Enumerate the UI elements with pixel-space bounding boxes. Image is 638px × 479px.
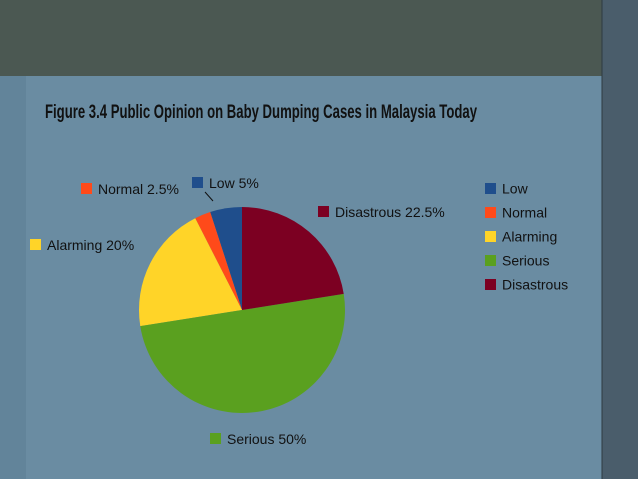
chart-title: Figure 3.4 Public Opinion on Baby Dumpin…: [45, 102, 477, 123]
legend-swatch: [485, 255, 496, 266]
data-label-category: Serious: [227, 431, 274, 447]
data-label: Serious 50%: [227, 431, 306, 447]
pie-slice: [210, 207, 242, 310]
pie-slice: [138, 218, 242, 327]
legend-label: Normal: [502, 205, 547, 221]
data-label-category: Disastrous: [335, 204, 401, 220]
pie-slice: [195, 212, 242, 310]
legend-swatch: [485, 231, 496, 242]
legend-label: Low: [502, 181, 529, 197]
data-label-category: Low: [209, 175, 236, 191]
data-label: Disastrous 22.5%: [335, 204, 445, 220]
legend-swatch: [485, 183, 496, 194]
top-band: [0, 0, 638, 76]
legend-swatch: [485, 207, 496, 218]
data-label-category: Normal: [98, 181, 143, 197]
data-label: Normal 2.5%: [98, 181, 179, 197]
leader-line: [204, 191, 214, 202]
label-swatch: [318, 206, 329, 217]
legend-swatch: [485, 279, 496, 290]
pie-slice: [242, 207, 344, 310]
legend-label: Serious: [502, 253, 549, 269]
data-label-value: 22.5%: [405, 204, 445, 220]
data-label: Alarming 20%: [47, 237, 134, 253]
data-label-value: 20%: [106, 237, 134, 253]
label-swatch: [81, 183, 92, 194]
left-strip: [0, 76, 26, 479]
legend-label: Disastrous: [502, 277, 568, 293]
right-band: [602, 0, 638, 479]
label-swatch: [30, 239, 41, 250]
label-swatch: [192, 177, 203, 188]
data-label-value: 50%: [278, 431, 306, 447]
pie-slice: [140, 293, 346, 414]
legend-label: Alarming: [502, 229, 557, 245]
data-label: Low 5%: [209, 175, 259, 191]
data-label-value: 5%: [239, 175, 259, 191]
label-swatch: [210, 433, 221, 444]
data-label-value: 2.5%: [147, 181, 179, 197]
data-label-category: Alarming: [47, 237, 102, 253]
